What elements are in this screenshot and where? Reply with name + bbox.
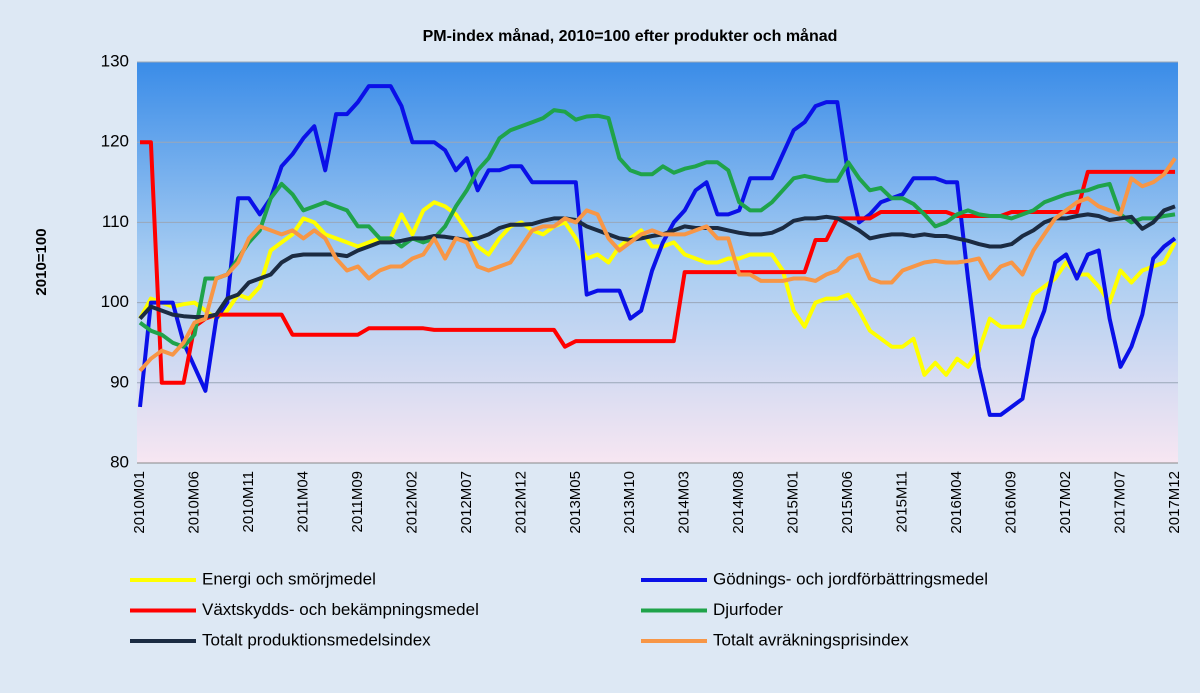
chart-title: PM-index månad, 2010=100 efter produkter… [423, 27, 838, 45]
legend-label: Totalt produktionsmedelsindex [202, 630, 431, 649]
y-tick-label: 90 [110, 372, 129, 391]
legend-label: Växtskydds- och bekämpningsmedel [202, 600, 479, 619]
x-tick-label: 2015M11 [894, 471, 911, 532]
x-tick-label: 2011M09 [349, 471, 366, 532]
series-line [138, 204, 1176, 320]
x-tick-label: 2015M06 [839, 471, 856, 534]
y-tick-label: 80 [110, 452, 129, 471]
y-tick-label: 110 [102, 212, 129, 231]
x-tick-label: 2014M08 [730, 471, 747, 534]
x-tick-label: 2017M12 [1166, 471, 1183, 534]
x-tick-label: 2014M03 [676, 471, 693, 534]
series-line [138, 157, 1177, 373]
legend-label: Djurfoder [713, 600, 783, 619]
x-tick-label: 2017M02 [1057, 471, 1074, 534]
x-tick-label: 2012M12 [512, 471, 529, 534]
x-tick-label: 2010M01 [131, 471, 148, 534]
x-tick-label: 2012M02 [403, 471, 420, 534]
x-tick-label: 2013M10 [621, 471, 638, 534]
x-tick-label: 2010M11 [240, 471, 257, 532]
x-tick-label: 2016M04 [948, 471, 965, 534]
x-tick-label: 2012M07 [458, 471, 475, 534]
x-tick-label: 2015M01 [785, 471, 802, 534]
x-tick-label: 2017M07 [1111, 471, 1128, 534]
y-tick-label: 100 [101, 292, 129, 311]
legend-label: Energi och smörjmedel [202, 569, 376, 588]
x-tick-label: 2010M06 [185, 471, 202, 534]
legend-label: Totalt avräkningsprisindex [713, 630, 909, 649]
series-line [138, 84, 1177, 417]
series-line [138, 200, 1177, 377]
y-tick-label: 120 [101, 132, 129, 151]
x-tick-label: 2011M04 [294, 471, 311, 532]
plot-area [137, 62, 1178, 463]
x-tick-label: 2013M05 [567, 471, 584, 534]
series-line [138, 108, 1176, 349]
x-tick-label: 2016M09 [1003, 471, 1020, 534]
y-axis-label: 2010=100 [33, 228, 50, 295]
y-tick-label: 130 [101, 51, 129, 70]
legend-label: Gödnings- och jordförbättringsmedel [713, 569, 988, 588]
